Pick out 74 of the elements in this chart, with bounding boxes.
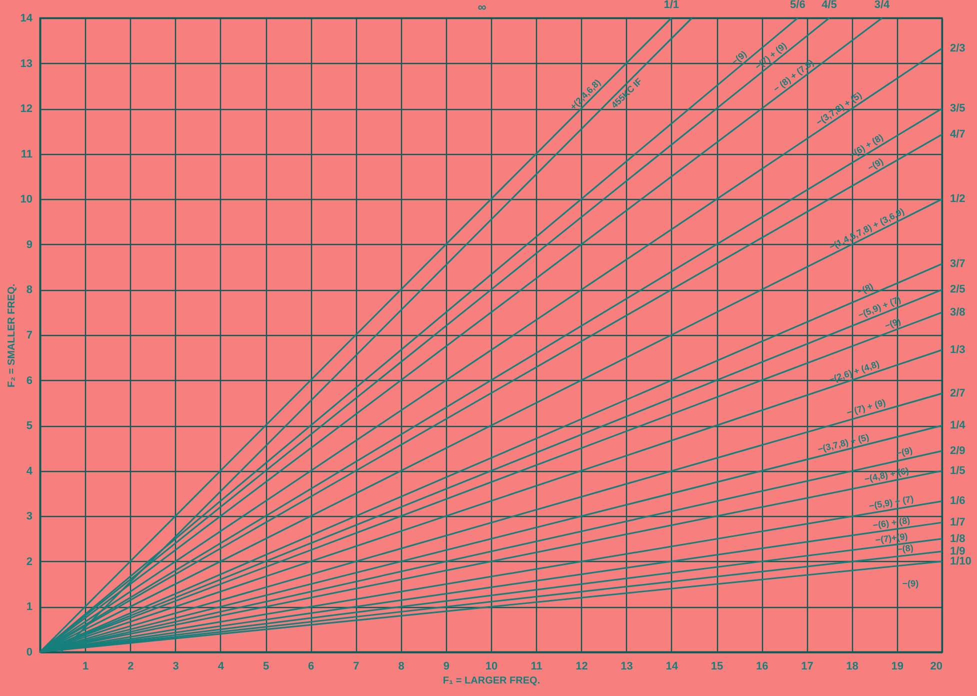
series-label: 1/4 — [950, 420, 966, 432]
x-tick-label: 19 — [891, 660, 904, 672]
series-label: 1/6 — [950, 495, 966, 508]
annotation: −(7) + (9) — [752, 40, 788, 72]
y-tick-label: 2 — [26, 556, 32, 568]
series-label: 1/5 — [950, 464, 966, 477]
x-tick-label: 14 — [666, 660, 679, 672]
x-tick-label: 16 — [756, 660, 768, 672]
x-tick-label: 20 — [930, 660, 942, 672]
y-tick-label: 14 — [20, 12, 34, 24]
annotation: −(4,8) + (6) — [863, 466, 910, 484]
series-label: 1/7 — [950, 516, 966, 528]
series-label: 1/10 — [950, 555, 972, 568]
y-tick-label: 4 — [26, 465, 34, 478]
series-label: 2/5 — [950, 284, 966, 296]
annotation: −(6) + (8) — [872, 515, 911, 530]
y-tick-label: 5 — [26, 420, 32, 432]
annotation: −(9) — [883, 316, 902, 332]
annotation: −(9) — [902, 578, 919, 589]
series-label: 2/9 — [950, 444, 966, 457]
series-label: 4/7 — [950, 128, 966, 140]
series-label: 5/6 — [790, 0, 806, 11]
y-tick-label: 1 — [26, 601, 32, 614]
text: ∞ — [478, 0, 487, 14]
series-label: 2/3 — [950, 42, 966, 54]
x-tick-label: 2 — [128, 660, 134, 672]
series-label: 1/2 — [950, 193, 966, 206]
x-tick-label: 12 — [576, 660, 588, 672]
x-tick-label: 9 — [443, 660, 450, 672]
y-tick-label: 7 — [26, 330, 32, 342]
x-tick-label: 10 — [485, 660, 498, 672]
x-tick-label: 17 — [801, 660, 814, 672]
annotation: −(3,7,8) + (5) — [816, 432, 870, 454]
y-tick-label: 11 — [20, 148, 32, 160]
y-tick-label: 10 — [20, 194, 32, 206]
y-tick-label: 8 — [26, 284, 32, 296]
annotation: −(8) — [896, 542, 914, 554]
x-axis-title: F₁ = LARGER FREQ. — [442, 676, 540, 686]
x-tick-label: 6 — [308, 660, 314, 672]
annotation: −(9) — [866, 156, 885, 173]
x-tick-label: 3 — [172, 660, 179, 672]
annotation: −(5,9) + (7) — [868, 494, 914, 512]
x-tick-label: 15 — [710, 660, 724, 672]
x-tick-label: 13 — [620, 660, 633, 672]
series-label: 3/8 — [950, 306, 966, 318]
series-label: 1/1 — [664, 0, 680, 11]
x-tick-label: 8 — [398, 660, 404, 672]
annotation: − (7) + (9) — [845, 397, 887, 418]
annotation: −(7)+(9) — [874, 531, 908, 546]
series-label: 1/3 — [950, 344, 966, 356]
series-label: 1/8 — [950, 532, 966, 545]
y-tick-label: 9 — [26, 238, 32, 251]
annotation: −(8) — [856, 281, 875, 297]
annotation: −(9) — [895, 445, 914, 458]
y-tick-label: 12 — [20, 103, 32, 116]
y-tick-label: 6 — [26, 374, 32, 387]
x-tick-label: 4 — [218, 660, 225, 672]
series-label: 3/7 — [950, 258, 966, 270]
y-tick-label: 13 — [20, 58, 32, 70]
x-tick-label: 11 — [530, 660, 542, 672]
y-tick-label: 3 — [26, 510, 32, 523]
series-label: 1/9 — [950, 545, 966, 558]
x-tick-label: 18 — [846, 660, 858, 672]
y-axis-title: F₂ = SMALLER FREQ. — [6, 283, 18, 388]
x-tick-label: 5 — [262, 660, 270, 672]
series-label: 3/4 — [874, 0, 891, 11]
annotation: −(9) — [730, 48, 749, 67]
annotation: −(2,6) + (4,8) — [828, 358, 881, 385]
series-label: 2/7 — [950, 387, 966, 400]
series-label: 3/5 — [950, 102, 966, 115]
x-tick-label: 7 — [353, 660, 360, 672]
y-tick-label: 0 — [26, 646, 32, 658]
series-label: 4/5 — [822, 0, 837, 11]
x-tick-label: 1 — [82, 660, 89, 672]
